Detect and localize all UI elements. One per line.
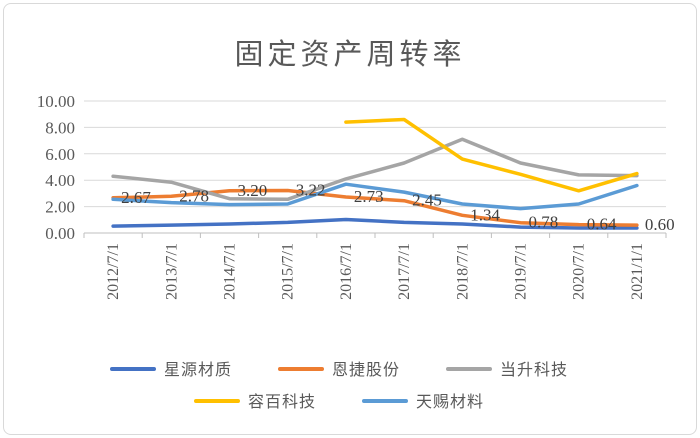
chart-frame: 固定资产周转率 0.00 2.00 4.00 6.00 8.00 10.00 2012/7… [3,3,697,435]
legend-label: 天赐材料 [416,392,484,411]
x-tick-label: 2018/7/1 [454,243,471,300]
series-line-当升科技 [111,137,639,202]
data-label: 1.34 [470,205,500,224]
data-label: 3.22 [296,180,326,199]
data-label: 0.64 [587,215,617,234]
line-chart: 固定资产周转率 0.00 2.00 4.00 6.00 8.00 10.00 2012/7… [37,37,675,411]
x-tick-label: 2020/7/1 [571,243,588,300]
x-tick-label: 2019/7/1 [513,243,530,300]
series-line-容百科技 [344,117,639,193]
x-tick-label: 2016/7/1 [338,243,355,300]
data-labels: 2.67 2.78 3.20 3.22 2.73 2.45 1.34 0.78 0.64 0.60 [121,180,675,234]
x-tick-label: 2014/7/1 [222,243,239,300]
y-tick-label: 8.00 [45,118,75,137]
x-tick-label: 2012/7/1 [105,243,122,300]
y-axis: 0.00 2.00 4.00 6.00 8.00 10.00 [37,92,75,243]
data-label: 3.20 [238,181,268,200]
series-line-星源材质 [111,217,639,230]
x-axis: 2012/7/1 2013/7/1 2014/7/1 2015/7/1 2016/7/1… [83,232,667,300]
x-tick-label: 2021/1/1 [629,243,646,300]
y-tick-label: 10.00 [37,92,75,111]
y-tick-label: 2.00 [45,198,75,217]
chart-title: 固定资产周转率 [234,37,465,71]
legend-label: 恩捷股份 [332,360,400,379]
series-lines [111,117,639,230]
data-label: 0.60 [645,215,675,234]
y-tick-label: 6.00 [45,145,75,164]
legend-label: 当升科技 [500,360,568,379]
data-label: 2.78 [179,186,209,205]
gridlines [84,100,666,208]
x-tick-label: 2015/7/1 [280,243,297,300]
data-label: 2.67 [121,188,151,207]
x-tick-label: 2013/7/1 [163,243,180,300]
legend-label: 容百科技 [248,392,316,411]
data-label: 0.78 [529,213,559,232]
data-label: 2.73 [354,187,384,206]
data-label: 2.45 [412,191,442,210]
y-tick-label: 0.00 [45,224,75,243]
series-line-天赐材料 [111,182,639,211]
series-line-恩捷股份 [111,188,639,227]
legend-label: 星源材质 [164,360,232,379]
x-tick-label: 2017/7/1 [396,243,413,300]
y-tick-label: 4.00 [45,171,75,190]
